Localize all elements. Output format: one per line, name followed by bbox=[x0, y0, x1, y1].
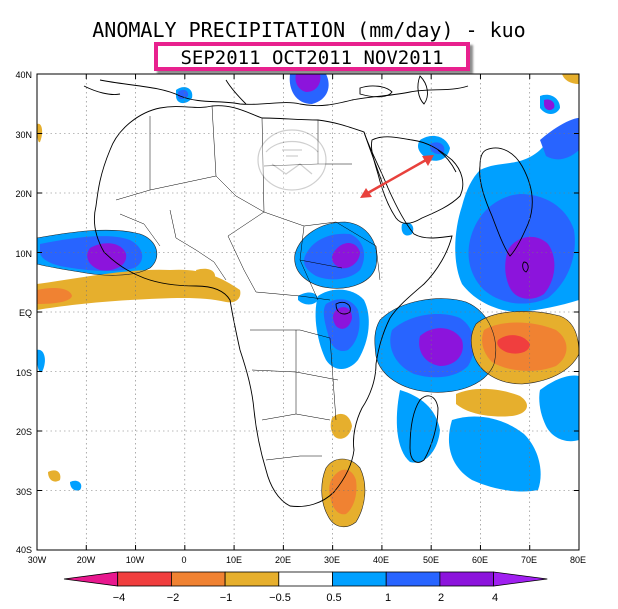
colorbar-label: −1 bbox=[219, 592, 233, 604]
lat-label-30n: 30N bbox=[15, 130, 32, 140]
lon-label-10e: 10E bbox=[225, 555, 242, 565]
watermark-logo bbox=[257, 129, 327, 191]
colorbar-swatch bbox=[117, 571, 172, 587]
axis-ticks bbox=[36, 73, 580, 551]
annotation-arrow bbox=[360, 155, 434, 198]
lat-label-10n: 10N bbox=[15, 249, 32, 259]
colorbar-label: −2 bbox=[166, 592, 180, 604]
colorbar-label: 0.5 bbox=[326, 592, 342, 604]
lat-label-40s: 40S bbox=[15, 545, 32, 555]
colorbar bbox=[63, 571, 548, 587]
colorbar-label: 1 bbox=[384, 592, 392, 604]
colorbar-end-triangle bbox=[63, 571, 119, 587]
arabian-sea-positive-anomaly bbox=[455, 118, 579, 312]
lon-label-0: 0 bbox=[181, 555, 187, 565]
colorbar-end-triangle bbox=[493, 571, 548, 587]
indian-ocean-positive-anomaly bbox=[374, 298, 496, 463]
lon-label-10w: 10W bbox=[125, 555, 145, 565]
coastlines bbox=[83, 75, 533, 507]
lon-label-30w: 30W bbox=[27, 555, 47, 565]
guinea-coast-negative-anomaly bbox=[37, 268, 241, 310]
lon-label-60e: 60E bbox=[471, 555, 488, 565]
east-africa-positive-anomaly bbox=[294, 222, 377, 369]
country-borders bbox=[115, 105, 381, 461]
lon-label-50e: 50E bbox=[422, 555, 439, 565]
lat-label-30s: 30S bbox=[15, 487, 32, 497]
lat-label-20n: 20N bbox=[15, 189, 32, 199]
colorbar-swatch bbox=[278, 571, 333, 587]
colorbar-label: 4 bbox=[491, 592, 499, 604]
map-title: ANOMALY PRECIPITATION (mm/day) - kuo bbox=[92, 18, 526, 42]
lon-label-70e: 70E bbox=[520, 555, 537, 565]
colorbar-swatch bbox=[332, 571, 387, 587]
lat-label-eq: EQ bbox=[18, 308, 32, 318]
lon-label-20e: 20E bbox=[274, 555, 291, 565]
lat-lon-grid bbox=[37, 74, 579, 550]
contour-lines bbox=[37, 221, 579, 528]
lon-label-20w: 20W bbox=[76, 555, 96, 565]
colorbar-label: −4 bbox=[112, 592, 126, 604]
lon-label-80e: 80E bbox=[569, 555, 586, 565]
lon-label-40e: 40E bbox=[372, 555, 389, 565]
small-anomaly-patches bbox=[37, 74, 579, 373]
colorbar-swatch bbox=[170, 571, 226, 587]
lat-label-20s: 20S bbox=[15, 427, 32, 437]
lon-label-30e: 30E bbox=[323, 555, 340, 565]
lat-label-10s: 10S bbox=[15, 368, 32, 378]
colorbar-swatch bbox=[224, 571, 280, 587]
south-indian-ocean-positive-anomaly bbox=[448, 375, 579, 492]
period-highlight-box: SEP2011 OCT2011 NOV2011 bbox=[154, 42, 470, 71]
lat-label-40n: 40N bbox=[15, 70, 32, 80]
period-label: SEP2011 OCT2011 NOV2011 bbox=[180, 47, 444, 69]
colorbar-label: 2 bbox=[437, 592, 445, 604]
indian-ocean-negative-anomaly bbox=[456, 311, 579, 417]
colorbar-swatch bbox=[439, 571, 494, 587]
colorbar-swatch bbox=[385, 571, 441, 587]
colorbar-label: −0.5 bbox=[269, 592, 291, 604]
